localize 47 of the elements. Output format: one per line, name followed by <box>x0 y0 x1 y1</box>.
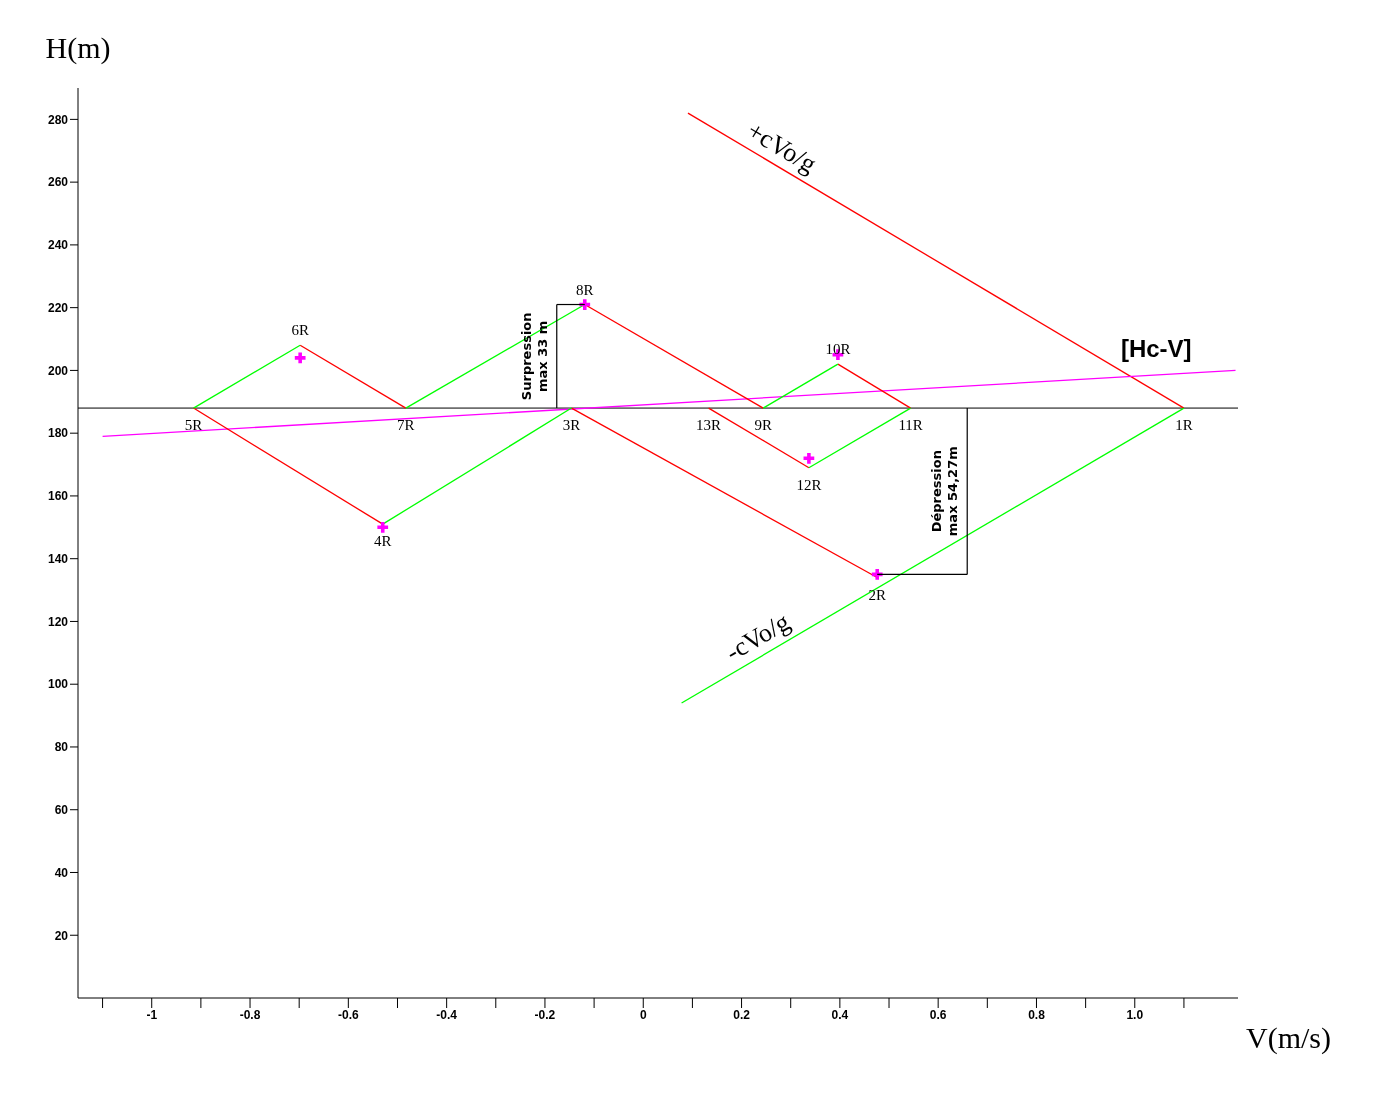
y-tick-label: 120 <box>47 614 69 629</box>
y-tick-label: 60 <box>54 802 69 817</box>
y-tick-label: 20 <box>54 928 69 943</box>
point <box>294 352 306 364</box>
y-tick-label: 140 <box>47 551 69 566</box>
x-tick-label: -0.6 <box>338 1007 359 1022</box>
annotation: 7R <box>397 417 415 434</box>
y-tick-label: 80 <box>54 740 69 755</box>
annotation: 1R <box>1175 417 1193 434</box>
annotation: 2R <box>868 586 886 603</box>
x-tick-label: 0.8 <box>1028 1007 1046 1022</box>
annotation: 6R <box>291 322 309 339</box>
annotation: Surpression max 33 m <box>518 312 550 401</box>
annotation: 11R <box>898 417 923 434</box>
annotation: 12R <box>796 476 822 493</box>
x-tick-label: 1.0 <box>1126 1007 1144 1022</box>
annotation: 8R <box>576 281 594 298</box>
y-tick-label: 180 <box>47 426 69 441</box>
x-tick-label: 0.4 <box>831 1007 849 1022</box>
x-tick-label: 0.2 <box>733 1007 751 1022</box>
annotation: 4R <box>373 533 392 550</box>
x-tick-label: -1 <box>146 1007 158 1022</box>
annotation: 3R <box>562 417 581 434</box>
x-tick-label: 0 <box>639 1007 647 1022</box>
y-tick-label: 200 <box>47 363 69 378</box>
x-axis-title: V(m/s) <box>1246 1021 1331 1055</box>
annotation: 13R <box>696 417 722 434</box>
text: -cVo/g <box>720 607 795 667</box>
point <box>377 521 389 533</box>
y-tick-label: 280 <box>47 112 69 127</box>
point <box>803 452 815 464</box>
annotation: Dépression max 54,27m <box>929 446 961 537</box>
x-tick-label: -0.4 <box>436 1007 458 1022</box>
y-tick-label: 220 <box>47 300 69 315</box>
y-tick-label: 240 <box>47 238 69 253</box>
x-tick-label: -0.2 <box>534 1007 556 1022</box>
annotation: 9R <box>754 417 772 434</box>
series-label: [Hc-V] <box>1120 335 1192 363</box>
annotation: 10R <box>825 341 851 358</box>
y-tick-label: 100 <box>47 677 69 692</box>
x-tick-label: -0.8 <box>239 1007 261 1022</box>
y-axis-title: H(m) <box>45 31 111 65</box>
x-tick-label: 0.6 <box>929 1007 947 1022</box>
y-tick-label: 160 <box>47 489 69 504</box>
y-tick-label: 260 <box>47 175 69 190</box>
y-tick-label: 40 <box>54 865 69 880</box>
annotation: 5R <box>184 417 203 434</box>
